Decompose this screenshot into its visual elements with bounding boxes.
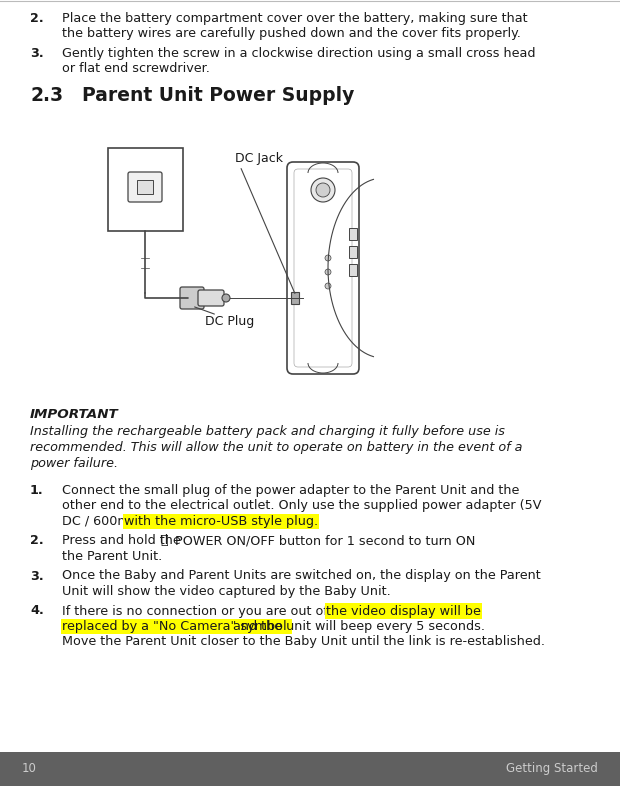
Text: IMPORTANT: IMPORTANT [30,408,119,421]
Text: other end to the electrical outlet. Only use the supplied power adapter (5V: other end to the electrical outlet. Only… [62,499,541,512]
Text: with the micro-USB style plug.: with the micro-USB style plug. [124,515,318,528]
Text: POWER ON/OFF button for 1 second to turn ON: POWER ON/OFF button for 1 second to turn… [171,534,476,548]
Text: replaced by a "No Camera" symbol: replaced by a "No Camera" symbol [62,620,291,633]
Text: or flat end screwdriver.: or flat end screwdriver. [62,63,210,75]
Text: DC / 600mA): DC / 600mA) [62,515,148,528]
Text: power failure.: power failure. [30,457,118,469]
Text: Ⓟ: Ⓟ [161,534,168,548]
Text: Parent Unit Power Supply: Parent Unit Power Supply [82,86,355,105]
Text: Installing the rechargeable battery pack and charging it fully before use is: Installing the rechargeable battery pack… [30,425,505,439]
Bar [349,228,357,240]
Text: Gently tighten the screw in a clockwise direction using a small cross head: Gently tighten the screw in a clockwise … [62,47,536,60]
Text: DC Plug: DC Plug [205,315,254,328]
FancyBboxPatch shape [291,292,299,304]
Text: Once the Baby and Parent Units are switched on, the display on the Parent: Once the Baby and Parent Units are switc… [62,570,541,582]
Text: 2.3: 2.3 [30,86,63,105]
Circle shape [325,255,331,261]
Text: Unit will show the video captured by the Baby Unit.: Unit will show the video captured by the… [62,585,391,598]
Circle shape [325,283,331,289]
FancyBboxPatch shape [137,180,153,194]
Text: Place the battery compartment cover over the battery, making sure that: Place the battery compartment cover over… [62,12,528,25]
Text: 1.: 1. [30,484,43,497]
Bar [349,264,357,276]
Text: 4.: 4. [30,604,44,618]
Text: If there is no connection or you are out of range,: If there is no connection or you are out… [62,604,377,618]
Text: 3.: 3. [30,47,43,60]
Text: DC Jack: DC Jack [235,152,283,165]
Text: Getting Started: Getting Started [506,762,598,775]
Text: 2.: 2. [30,12,43,25]
Text: and the unit will beep every 5 seconds.: and the unit will beep every 5 seconds. [233,620,485,633]
Bar [349,246,357,258]
Text: the battery wires are carefully pushed down and the cover fits properly.: the battery wires are carefully pushed d… [62,28,521,41]
Text: Connect the small plug of the power adapter to the Parent Unit and the: Connect the small plug of the power adap… [62,484,520,497]
Circle shape [325,269,331,275]
FancyBboxPatch shape [108,148,183,231]
Bar [0,752,620,786]
Circle shape [222,294,230,302]
Text: Press and hold the: Press and hold the [62,534,185,548]
FancyBboxPatch shape [180,287,204,309]
Text: 2.: 2. [30,534,43,548]
Text: recommended. This will allow the unit to operate on battery in the event of a: recommended. This will allow the unit to… [30,441,523,454]
Circle shape [311,178,335,202]
FancyBboxPatch shape [198,290,224,306]
FancyBboxPatch shape [287,162,359,374]
Text: the Parent Unit.: the Parent Unit. [62,550,162,563]
Circle shape [316,183,330,197]
Text: 10: 10 [22,762,37,775]
FancyBboxPatch shape [128,172,162,202]
Text: Move the Parent Unit closer to the Baby Unit until the link is re-established.: Move the Parent Unit closer to the Baby … [62,636,545,648]
Text: 3.: 3. [30,570,43,582]
Text: the video display will be: the video display will be [326,604,481,618]
